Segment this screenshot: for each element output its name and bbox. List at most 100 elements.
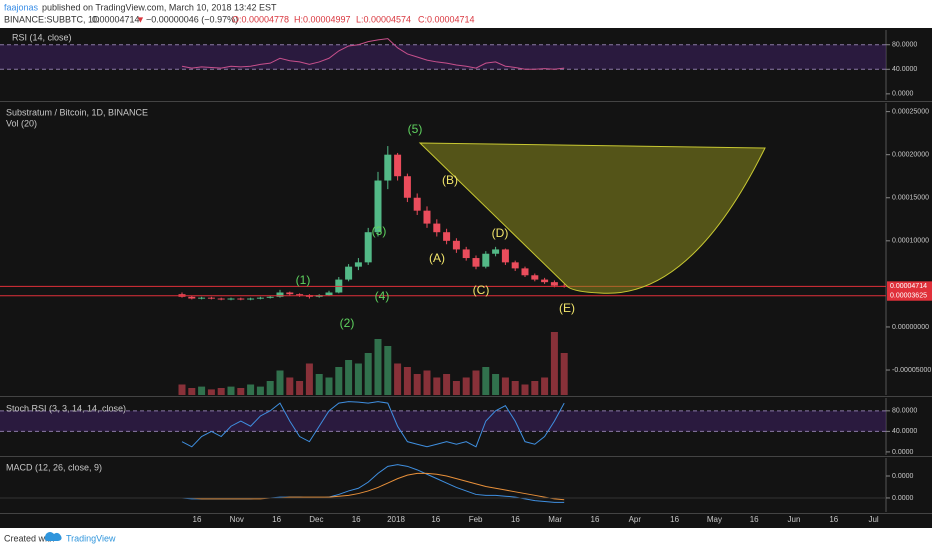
- candle-body: [492, 249, 500, 254]
- volume-bar: [305, 363, 313, 395]
- volume-bar: [364, 353, 372, 395]
- candle-body: [433, 223, 441, 233]
- chart-bg: [0, 28, 932, 528]
- wave-label: (5): [408, 122, 423, 136]
- x-tick-label: Jun: [788, 515, 801, 524]
- cup-drawing: [418, 142, 766, 294]
- volume-bar: [521, 384, 529, 395]
- x-tick-label: 16: [670, 515, 679, 524]
- indicator-line: [181, 401, 565, 448]
- volume-bar: [531, 381, 539, 395]
- wave-label: (D): [492, 226, 509, 240]
- author[interactable]: faajonas: [4, 2, 39, 12]
- ohlc: C:0.00004714: [418, 14, 475, 24]
- candle-body: [374, 180, 382, 233]
- candle-body: [472, 258, 480, 267]
- volume-bar: [325, 377, 333, 395]
- volume-bar: [256, 386, 264, 395]
- candle-body: [384, 154, 392, 181]
- candle-body: [237, 298, 245, 300]
- pane-label: Vol (20): [6, 118, 37, 128]
- volume-bar: [276, 370, 284, 395]
- candle-body: [462, 249, 470, 259]
- wave-label: (3): [372, 224, 387, 238]
- volume-bar: [198, 386, 206, 395]
- volume-bar: [207, 389, 215, 395]
- volume-bar: [374, 339, 382, 395]
- x-tick-label: 16: [193, 515, 202, 524]
- change: −0.00000046 (−0.97%): [146, 14, 238, 24]
- y-tick-label: 0.00010000: [892, 238, 929, 245]
- volume-bar: [462, 377, 470, 395]
- ohlc: H:0.00004997: [294, 14, 351, 24]
- x-tick-label: Jul: [868, 515, 878, 524]
- wave-label: (2): [340, 316, 355, 330]
- candle-body: [247, 298, 255, 300]
- volume-bar: [413, 374, 421, 395]
- y-tick-label: 0.0000: [892, 495, 914, 502]
- volume-bar: [286, 377, 294, 395]
- candle-body: [511, 262, 519, 269]
- candle-body: [413, 197, 421, 211]
- candle-body: [217, 298, 225, 300]
- candle-body: [521, 268, 529, 276]
- y-tick-label: 0.0000: [892, 449, 914, 456]
- x-tick-label: Nov: [230, 515, 244, 524]
- volume-bar: [217, 388, 225, 395]
- volume-bar: [452, 381, 460, 395]
- wave-label: (4): [375, 289, 390, 303]
- candle-body: [452, 240, 460, 250]
- y-tick-label: 0.00025000: [892, 108, 929, 115]
- x-tick-label: 16: [431, 515, 440, 524]
- x-tick-label: 2018: [387, 515, 405, 524]
- wave-label: (A): [429, 251, 445, 265]
- arrow: ▼: [136, 14, 145, 24]
- volume-bar: [354, 363, 362, 395]
- y-tick-label: 80.0000: [892, 42, 917, 49]
- wave-label: (B): [442, 173, 458, 187]
- candle-body: [207, 297, 215, 299]
- tv-logo: [44, 532, 62, 541]
- candle-body: [364, 232, 372, 263]
- candle-body: [394, 154, 402, 177]
- volume-bar: [247, 384, 255, 395]
- wave-label: (E): [559, 301, 575, 315]
- footer-brand[interactable]: TradingView: [66, 533, 116, 543]
- candle-body: [325, 292, 333, 296]
- band: [0, 44, 886, 70]
- candle-body: [345, 266, 353, 280]
- x-tick-label: 16: [352, 515, 361, 524]
- wave-label: (1): [296, 273, 311, 287]
- pane-label: Stoch RSI (3, 3, 14, 14, close): [6, 403, 126, 413]
- volume-bar: [296, 381, 304, 395]
- volume-bar: [443, 374, 451, 395]
- volume-bar: [492, 374, 500, 395]
- y-tick-label: 0.0000: [892, 91, 914, 98]
- y-tick-label: 0.00015000: [892, 195, 929, 202]
- price-badge: [887, 290, 932, 301]
- volume-bar: [266, 381, 274, 395]
- x-tick-label: Dec: [309, 515, 323, 524]
- volume-bar: [550, 332, 558, 395]
- volume-bar: [541, 377, 549, 395]
- x-tick-label: May: [707, 515, 722, 524]
- volume-bar: [335, 367, 343, 395]
- y-tick-label: 0.00020000: [892, 152, 929, 159]
- x-tick-label: 16: [272, 515, 281, 524]
- ohlc: L:0.00004574: [356, 14, 411, 24]
- volume-bar: [472, 370, 480, 395]
- footer-text: Created with: [4, 533, 55, 543]
- volume-bar: [178, 384, 186, 395]
- y-tick-label: 0.0000: [892, 473, 914, 480]
- candle-body: [541, 279, 549, 283]
- price-badge-label: 0.00004714: [890, 283, 927, 290]
- x-tick-label: 16: [591, 515, 600, 524]
- candle-body: [276, 292, 284, 297]
- x-tick-label: 16: [750, 515, 759, 524]
- y-tick-label: -0.00005000: [892, 367, 931, 374]
- candle-body: [286, 292, 294, 295]
- x-tick-label: Mar: [548, 515, 562, 524]
- volume-bar: [394, 363, 402, 395]
- candle-body: [266, 296, 274, 298]
